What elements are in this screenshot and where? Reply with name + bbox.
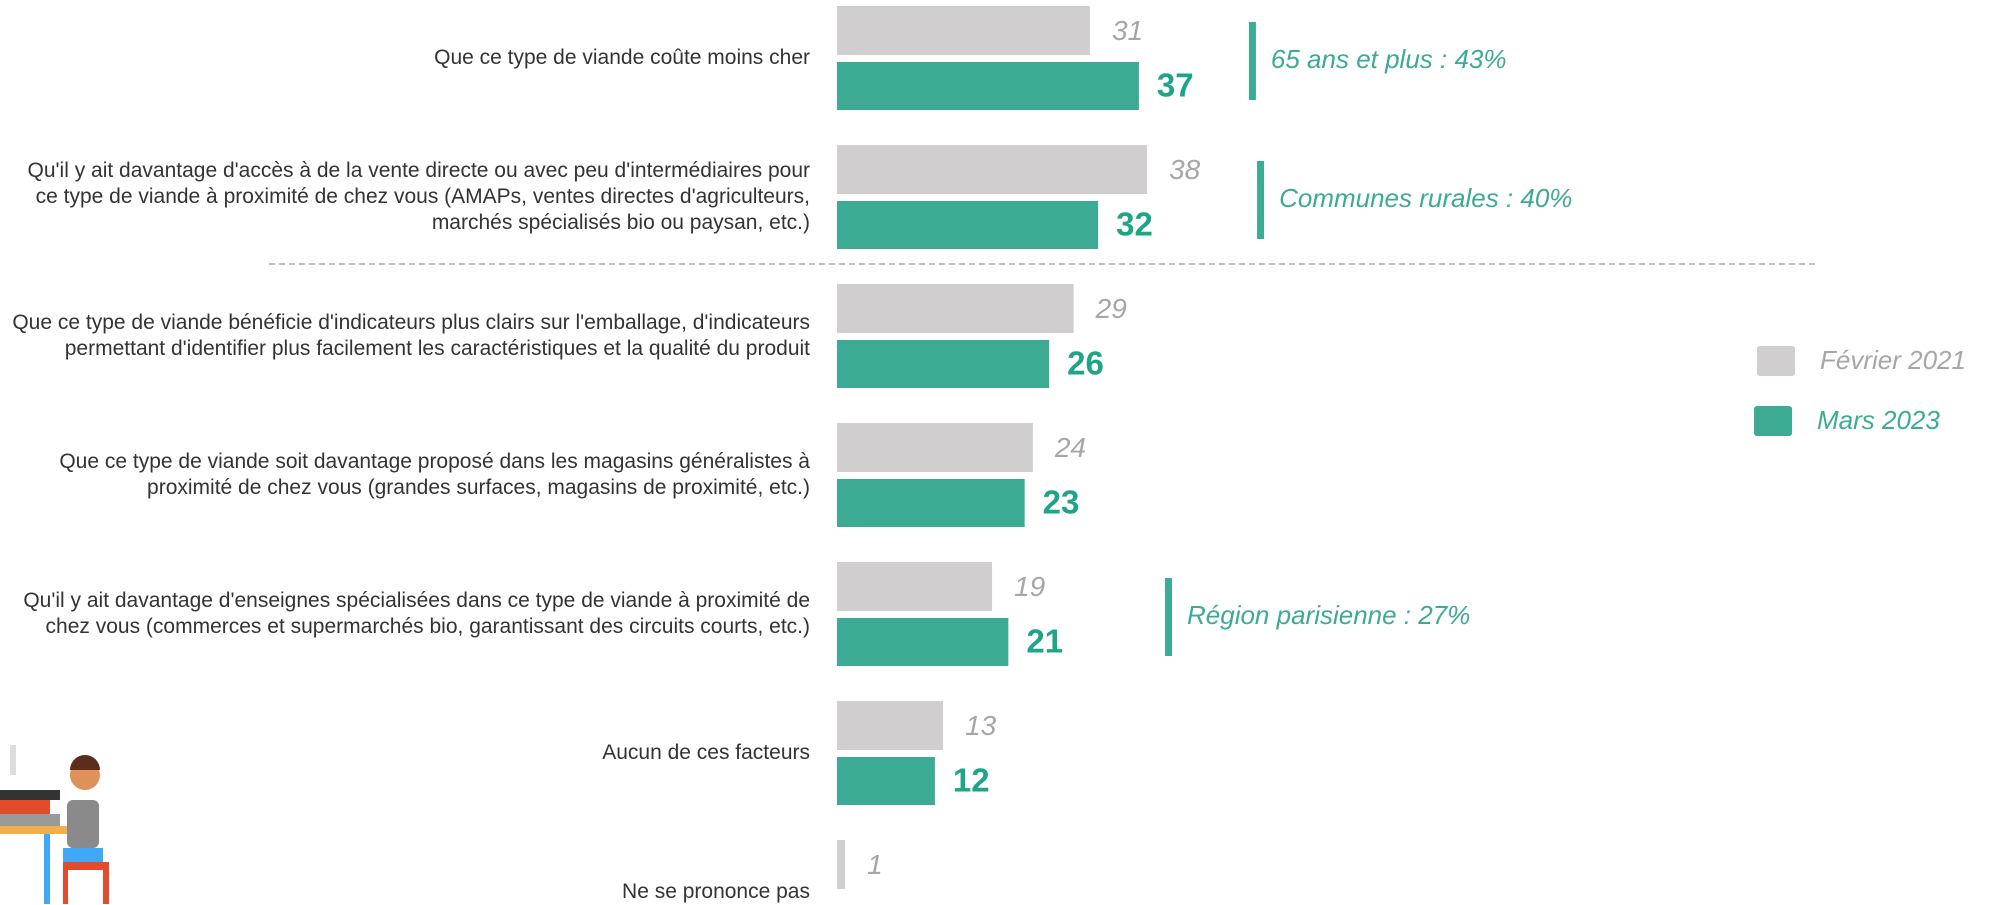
value-label: 37 (1157, 67, 1194, 104)
annotation: Région parisienne : 27% (1187, 600, 1470, 630)
bar (837, 62, 1139, 110)
bar (837, 284, 1074, 333)
value-label: 31 (1112, 15, 1143, 46)
annotation-bar (1165, 578, 1172, 656)
annotation: 65 ans et plus : 43% (1271, 44, 1507, 74)
legend-label: Mars 2023 (1817, 405, 1940, 435)
bar (837, 840, 846, 889)
value-label: 21 (1026, 623, 1063, 660)
value-label: 23 (1043, 484, 1080, 521)
bar (837, 757, 935, 805)
category-label: Aucun de ces facteurs (602, 741, 810, 764)
value-label: 1 (867, 849, 883, 880)
legend-label: Février 2021 (1820, 345, 1966, 375)
bar (837, 479, 1025, 527)
category-label: Que ce type de viande coûte moins cher (434, 46, 810, 69)
category-label: Ne se prononce pas (622, 880, 810, 903)
bar (837, 618, 1009, 666)
category-label: Que ce type de viande bénéficie d'indica… (12, 311, 810, 360)
bar (837, 423, 1033, 472)
value-label: 19 (1014, 571, 1045, 602)
category-label: Que ce type de viande soit davantage pro… (59, 450, 810, 499)
bar (837, 562, 993, 611)
bar (837, 201, 1099, 249)
value-label: 13 (965, 710, 997, 741)
value-label: 26 (1067, 345, 1104, 382)
value-label: 12 (953, 762, 990, 799)
value-label: 32 (1116, 206, 1153, 243)
value-label: 29 (1095, 293, 1127, 324)
bar (837, 145, 1148, 194)
legend-swatch (1754, 406, 1792, 436)
category-label: Qu'il y ait davantage d'accès à de la ve… (27, 159, 811, 234)
bar (837, 701, 944, 750)
illustration (0, 745, 109, 904)
bar (837, 340, 1050, 388)
category-label: Qu'il y ait davantage d'enseignes spécia… (23, 589, 810, 638)
legend-swatch (1757, 346, 1795, 376)
annotation-bar (1257, 161, 1265, 239)
annotation-bar (1248, 22, 1256, 100)
value-label: 24 (1054, 432, 1086, 463)
annotation: Communes rurales : 40% (1279, 183, 1572, 213)
bar (837, 6, 1090, 55)
value-label: 38 (1169, 154, 1201, 185)
